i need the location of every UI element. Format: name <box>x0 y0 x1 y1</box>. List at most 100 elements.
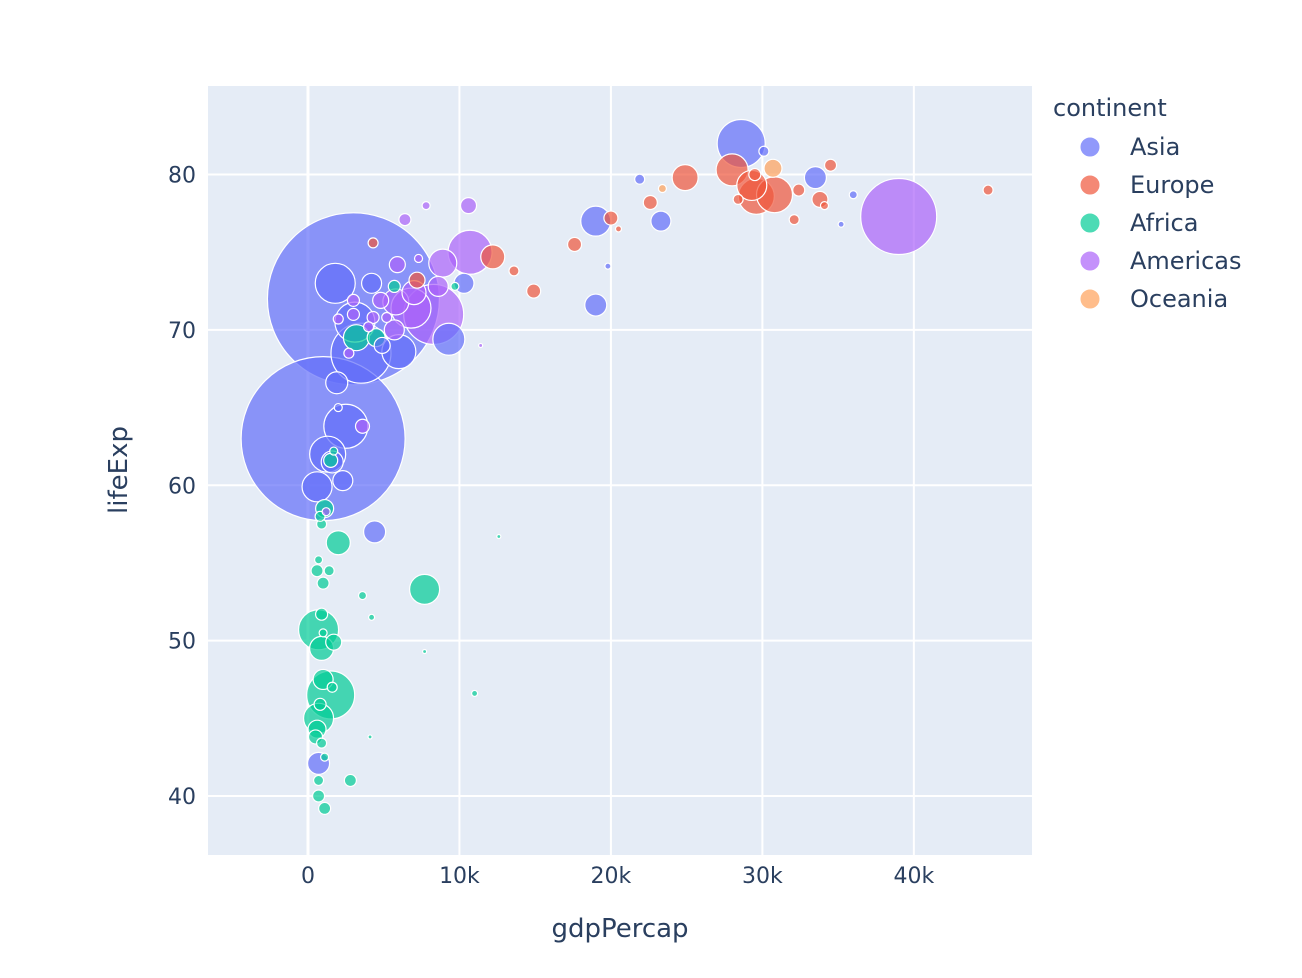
y-tick-label: 70 <box>168 319 196 344</box>
bubble-europe <box>732 193 744 206</box>
bubble-americas <box>343 347 355 359</box>
bubble-europe <box>367 237 379 249</box>
bubble-europe <box>788 214 800 226</box>
legend-marker-americas[interactable] <box>1079 250 1101 272</box>
bubble-europe <box>614 225 623 233</box>
bubble-asia <box>432 322 466 356</box>
bubble-africa <box>450 281 460 292</box>
y-tick-label: 60 <box>168 474 196 499</box>
bubble-asia <box>650 210 672 232</box>
legend-marker-africa[interactable] <box>1079 212 1101 234</box>
legend-marker-europe[interactable] <box>1079 174 1101 196</box>
legend-marker-asia[interactable] <box>1079 136 1101 158</box>
y-axis-title: lifeExp <box>104 426 134 514</box>
bubble-americas <box>388 256 406 274</box>
bubble-americas <box>427 275 449 298</box>
bubble-europe <box>480 244 506 270</box>
legend-title: continent <box>1053 94 1167 122</box>
bubble-africa <box>311 789 326 803</box>
bubble-africa <box>316 576 330 590</box>
bubble-asia <box>314 262 356 304</box>
bubble-africa <box>325 530 351 556</box>
bubble-africa <box>496 533 502 540</box>
legend-label-africa[interactable]: Africa <box>1130 209 1198 237</box>
bubble-americas <box>383 319 405 341</box>
bubble-africa <box>387 279 401 294</box>
bubble-africa <box>329 446 339 456</box>
bubble-asia <box>758 145 770 157</box>
bubble-africa <box>422 648 428 655</box>
bubble-africa <box>320 752 330 762</box>
data-points <box>240 118 994 815</box>
bubble-oceania <box>763 158 783 178</box>
bubble-asia <box>848 190 858 200</box>
bubble-africa <box>367 613 376 621</box>
y-tick-labels: 40 50 60 70 80 <box>168 164 196 810</box>
x-tick-label: 0 <box>301 864 315 889</box>
bubble-europe <box>671 164 699 192</box>
bubble-europe <box>408 271 426 289</box>
bubble-africa <box>343 773 357 788</box>
bubble-asia <box>837 220 845 228</box>
bubble-africa <box>470 689 479 698</box>
x-tick-label: 30k <box>742 864 783 889</box>
bubble-asia <box>634 173 646 185</box>
bubble-americas <box>321 507 331 517</box>
bubble-americas <box>413 253 424 264</box>
bubble-africa <box>310 564 324 578</box>
bubble-europe <box>566 236 583 253</box>
x-tick-label: 10k <box>439 864 480 889</box>
x-tick-label: 20k <box>591 864 632 889</box>
bubble-africa <box>312 774 325 787</box>
bubble-europe <box>642 194 658 211</box>
bubble-americas <box>421 201 431 211</box>
bubble-europe <box>526 283 542 299</box>
bubble-asia <box>363 520 387 544</box>
legend-label-americas[interactable]: Americas <box>1130 247 1242 275</box>
bubble-americas <box>428 248 458 278</box>
bubble-asia <box>333 402 343 413</box>
bubble-africa <box>326 681 338 693</box>
y-tick-label: 80 <box>168 164 196 189</box>
bubble-asia <box>604 262 612 270</box>
bubble-americas <box>354 418 371 434</box>
bubble-africa <box>323 452 339 469</box>
bubble-africa <box>313 697 327 711</box>
bubble-europe <box>819 201 830 211</box>
bubble-europe <box>508 265 520 277</box>
legend-marker-oceania[interactable] <box>1079 288 1101 310</box>
legend: continent Asia Europe Africa Americas Oceani… <box>1053 94 1242 313</box>
bubble-africa <box>318 801 332 815</box>
bubble-africa <box>318 628 328 638</box>
bubble-africa <box>316 737 328 749</box>
bubble-africa <box>313 555 324 565</box>
bubble-americas <box>459 197 478 215</box>
x-axis-title: gdpPercap <box>551 914 688 944</box>
bubble-asia <box>332 469 354 492</box>
bubble-europe <box>792 183 806 197</box>
bubble-asia <box>301 471 333 503</box>
bubble-europe <box>823 158 838 172</box>
x-tick-label: 40k <box>893 864 934 889</box>
bubble-americas <box>372 291 390 309</box>
legend-label-asia[interactable]: Asia <box>1130 133 1180 161</box>
legend-label-europe[interactable]: Europe <box>1130 171 1214 199</box>
bubble-africa <box>367 734 373 740</box>
x-tick-labels: 0 10k 20k 30k 40k <box>301 864 935 889</box>
bubble-africa <box>315 607 329 621</box>
bubble-asia <box>584 293 608 317</box>
bubble-americas <box>362 321 375 333</box>
bubble-americas <box>478 342 484 349</box>
bubble-asia <box>373 336 391 355</box>
bubble-americas <box>398 213 412 227</box>
y-tick-label: 40 <box>168 785 196 810</box>
bubble-africa <box>323 565 335 577</box>
bubble-oceania <box>657 183 668 194</box>
bubble-africa <box>357 590 368 601</box>
bubble-asia <box>360 272 383 294</box>
legend-label-oceania[interactable]: Oceania <box>1130 285 1228 313</box>
bubble-africa <box>325 633 343 651</box>
bubble-africa <box>409 573 441 605</box>
bubble-americas <box>346 293 361 307</box>
